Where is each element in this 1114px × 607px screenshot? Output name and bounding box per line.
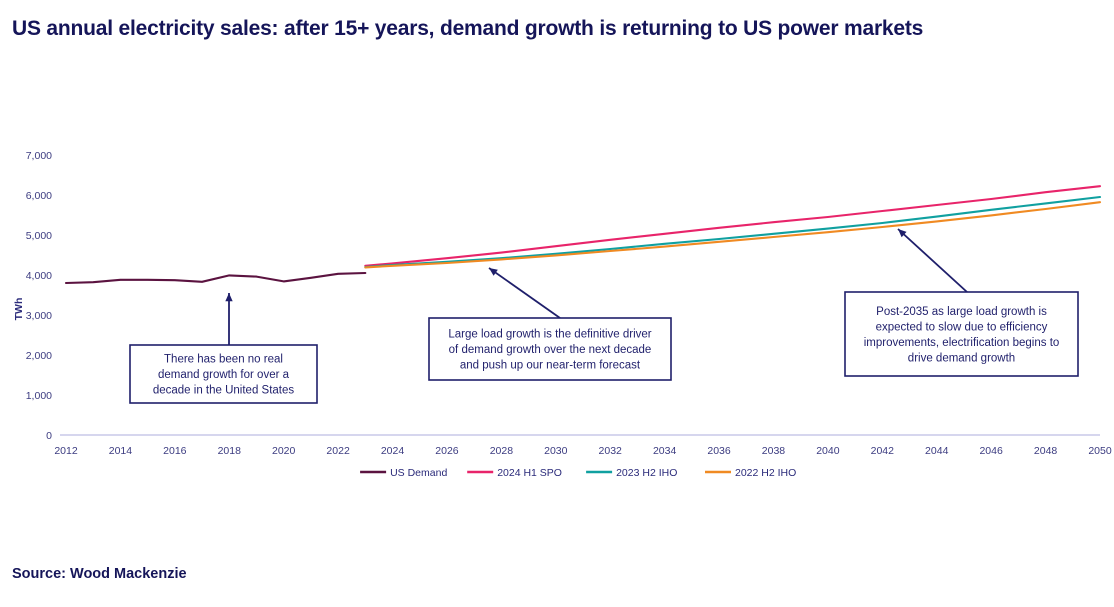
annotation-no-growth: There has been no real demand growth for …	[129, 344, 318, 404]
x-axis-tick-label: 2012	[54, 445, 78, 457]
x-axis-tick-label: 2034	[653, 445, 677, 457]
x-axis-tick-label: 2022	[326, 445, 350, 457]
y-axis-title: TWh	[13, 298, 25, 321]
annotation-large-load-growth: Large load growth is the definitive driv…	[428, 317, 672, 381]
annotation-box-no-growth	[129, 344, 318, 404]
legend-label-2024-h1-spo: 2024 H1 SPO	[497, 467, 562, 479]
chart-canvas: 0 1,000 2,000 3,000 4,000 5,000 6,000 7,000 TWh 2…	[0, 100, 1114, 500]
x-axis-tick-label: 2020	[272, 445, 296, 457]
annotation-text-line: of demand growth over the next decade	[449, 344, 652, 356]
legend-entry-2022-h2-iho[interactable]: 2022 H2 IHO	[705, 467, 796, 479]
legend-entry-2024-h1-spo[interactable]: 2024 H1 SPO	[467, 467, 562, 479]
y-axis-tick-label: 2,000	[26, 350, 52, 362]
annotation-text-line: Large load growth is the definitive driv…	[448, 329, 651, 341]
series-line-2024-h1-spo	[364, 185, 1102, 267]
x-axis-tick-label: 2048	[1034, 445, 1058, 457]
annotation-text-line: and push up our near-term forecast	[460, 360, 641, 372]
series-line-2023-h2-iho	[364, 195, 1102, 269]
annotation-arrowhead-no-growth	[225, 293, 233, 302]
series-line-2022-h2-iho	[364, 201, 1102, 269]
annotation-text-line: There has been no real	[164, 354, 283, 366]
y-axis-tick-label: 3,000	[26, 310, 52, 322]
legend-label-us-demand: US Demand	[390, 467, 447, 479]
source-note: Source: Wood Mackenzie	[12, 566, 187, 582]
x-axis-tick-label: 2044	[925, 445, 949, 457]
annotation-box-post-2035	[844, 291, 1079, 377]
legend-entry-2023-h2-iho[interactable]: 2023 H2 IHO	[586, 467, 677, 479]
y-axis-tick-label: 6,000	[26, 190, 52, 202]
page-title: US annual electricity sales: after 15+ y…	[12, 17, 924, 40]
annotation-leader-post-2035	[897, 228, 968, 293]
y-axis-tick-label: 1,000	[26, 390, 52, 402]
legend-label-2023-h2-iho: 2023 H2 IHO	[616, 467, 677, 479]
x-axis-tick-label: 2016	[163, 445, 187, 457]
x-axis-tick-label: 2042	[871, 445, 895, 457]
annotation-text-line: demand growth for over a	[158, 369, 290, 381]
series-line-us-demand	[64, 271, 367, 285]
x-axis-tick-label: 2032	[599, 445, 623, 457]
y-axis-tick-label: 5,000	[26, 230, 52, 242]
x-axis-tick-label: 2038	[762, 445, 786, 457]
annotation-text-line: decade in the United States	[153, 385, 295, 397]
annotation-text-line: drive demand growth	[908, 352, 1015, 364]
y-axis-tick-label: 4,000	[26, 270, 52, 282]
annotation-text-line: expected to slow due to efficiency	[876, 321, 1048, 333]
x-axis-tick-label: 2040	[816, 445, 840, 457]
x-axis-tick-label: 2024	[381, 445, 405, 457]
annotation-text-line: Post-2035 as large load growth is	[876, 306, 1047, 318]
x-axis-tick-label: 2026	[435, 445, 459, 457]
y-axis-tick-label: 0	[46, 430, 52, 442]
legend-entry-us-demand[interactable]: US Demand	[360, 467, 447, 479]
x-axis-tick-label: 2014	[109, 445, 133, 457]
x-axis-tick-label: 2050	[1088, 445, 1112, 457]
x-axis-tick-label: 2036	[707, 445, 731, 457]
x-axis-tick-label: 2028	[490, 445, 514, 457]
x-axis-tick-label: 2030	[544, 445, 568, 457]
x-axis-tick-label: 2046	[979, 445, 1003, 457]
legend-label-2022-h2-iho: 2022 H2 IHO	[735, 467, 796, 479]
annotation-arrowhead-large-load-growth	[489, 268, 498, 276]
annotation-box-large-load-growth	[428, 317, 672, 381]
electricity-sales-line-chart: 0 1,000 2,000 3,000 4,000 5,000 6,000 7,000 TWh 2…	[13, 150, 1112, 479]
y-axis-tick-label: 7,000	[26, 150, 52, 162]
annotation-text-line: improvements, electrification begins to	[864, 337, 1060, 349]
annotation-post-2035: Post-2035 as large load growth is expecte…	[844, 291, 1079, 377]
annotation-leader-large-load-growth	[488, 267, 561, 319]
x-axis-tick-label: 2018	[218, 445, 242, 457]
annotation-arrowhead-post-2035	[898, 229, 907, 238]
